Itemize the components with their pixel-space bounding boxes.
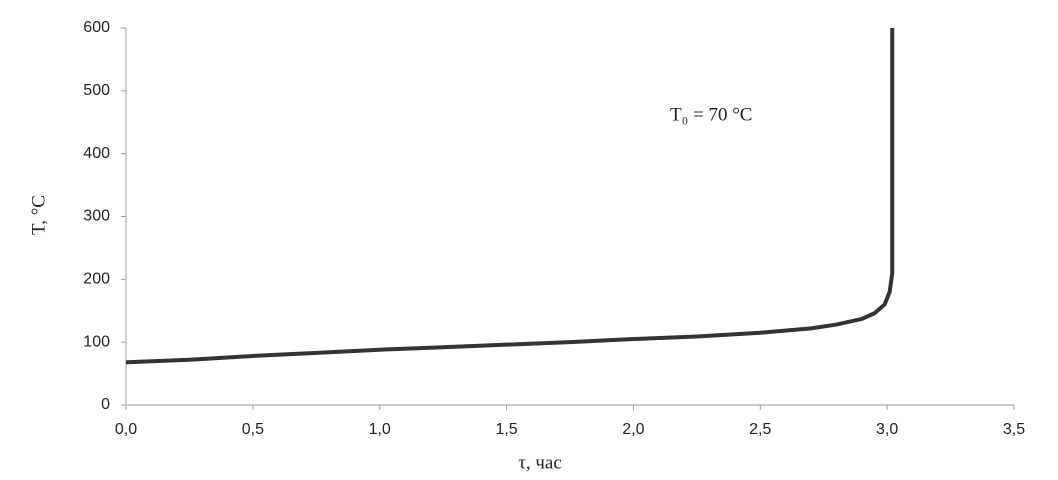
y-tick-label: 400 xyxy=(83,145,110,162)
y-tick-label: 500 xyxy=(83,82,110,99)
line xyxy=(125,28,895,365)
x-tick-label: 3,5 xyxy=(1003,421,1025,438)
y-tick-label: 300 xyxy=(83,208,110,225)
x-tick-label: 1,5 xyxy=(495,421,517,438)
x-tick-label: 0,0 xyxy=(115,421,137,438)
annotation: T₀ = 70 °C xyxy=(670,104,752,125)
y-tick-label: 0 xyxy=(101,396,110,413)
x-tick-label: 1,0 xyxy=(369,421,391,438)
y-tick-label: 200 xyxy=(83,271,110,288)
y-axis-label: T, °C xyxy=(28,195,49,235)
x-tick-label: 2,0 xyxy=(622,421,644,438)
x-tick-label: 3,0 xyxy=(876,421,898,438)
x-tick-label: 2,5 xyxy=(749,421,771,438)
y-tick-label: 100 xyxy=(83,333,110,350)
x-axis-label: τ, час xyxy=(518,452,562,473)
x-tick-label: 0,5 xyxy=(242,421,264,438)
y-tick-label: 600 xyxy=(83,19,110,36)
